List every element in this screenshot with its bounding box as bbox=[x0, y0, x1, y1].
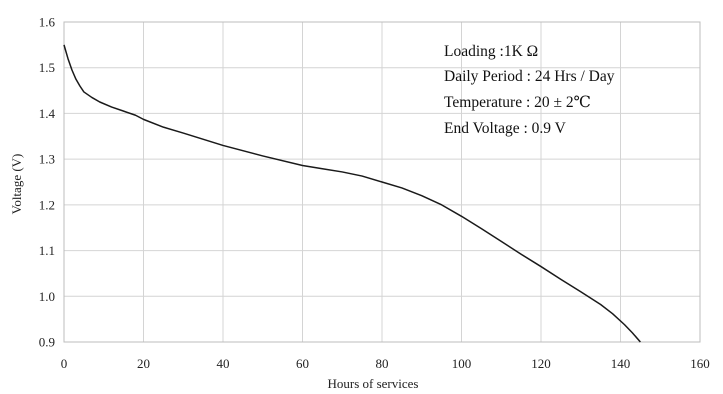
x-tick-label: 80 bbox=[376, 356, 389, 371]
y-tick-label: 1.1 bbox=[39, 243, 55, 258]
x-tick-label: 20 bbox=[137, 356, 150, 371]
x-tick-label: 60 bbox=[296, 356, 309, 371]
annotation-daily-period: Daily Period : 24 Hrs / Day bbox=[444, 68, 615, 85]
y-axis-ticks: 0.9 1.0 1.1 1.2 1.3 1.4 1.5 1.6 bbox=[39, 15, 56, 350]
plot-area-frame bbox=[63, 21, 701, 343]
y-tick-label: 1.0 bbox=[39, 289, 55, 304]
y-tick-label: 1.4 bbox=[39, 106, 56, 121]
x-tick-label: 160 bbox=[690, 356, 710, 371]
annotation-loading: Loading :1K Ω bbox=[444, 43, 538, 60]
annotation-temperature: Temperature : 20 ± 2℃ bbox=[444, 94, 591, 111]
y-tick-label: 1.5 bbox=[39, 60, 55, 75]
x-axis-title: Hours of services bbox=[328, 376, 419, 391]
voltage-curve-line bbox=[63, 44, 641, 343]
annotation-end-voltage: End Voltage : 0.9 V bbox=[444, 120, 567, 137]
grid-lines bbox=[64, 22, 700, 342]
y-tick-label: 0.9 bbox=[39, 335, 55, 350]
x-tick-label: 0 bbox=[61, 356, 68, 371]
x-tick-label: 100 bbox=[452, 356, 472, 371]
y-tick-label: 1.6 bbox=[39, 15, 56, 30]
y-tick-label: 1.2 bbox=[39, 197, 55, 212]
x-tick-label: 40 bbox=[217, 356, 230, 371]
x-tick-label: 140 bbox=[611, 356, 631, 371]
x-tick-label: 120 bbox=[531, 356, 551, 371]
y-tick-label: 1.3 bbox=[39, 152, 55, 167]
x-axis-ticks: 0 20 40 60 80 100 120 140 160 bbox=[61, 356, 710, 371]
y-axis-title: Voltage (V) bbox=[9, 154, 24, 215]
